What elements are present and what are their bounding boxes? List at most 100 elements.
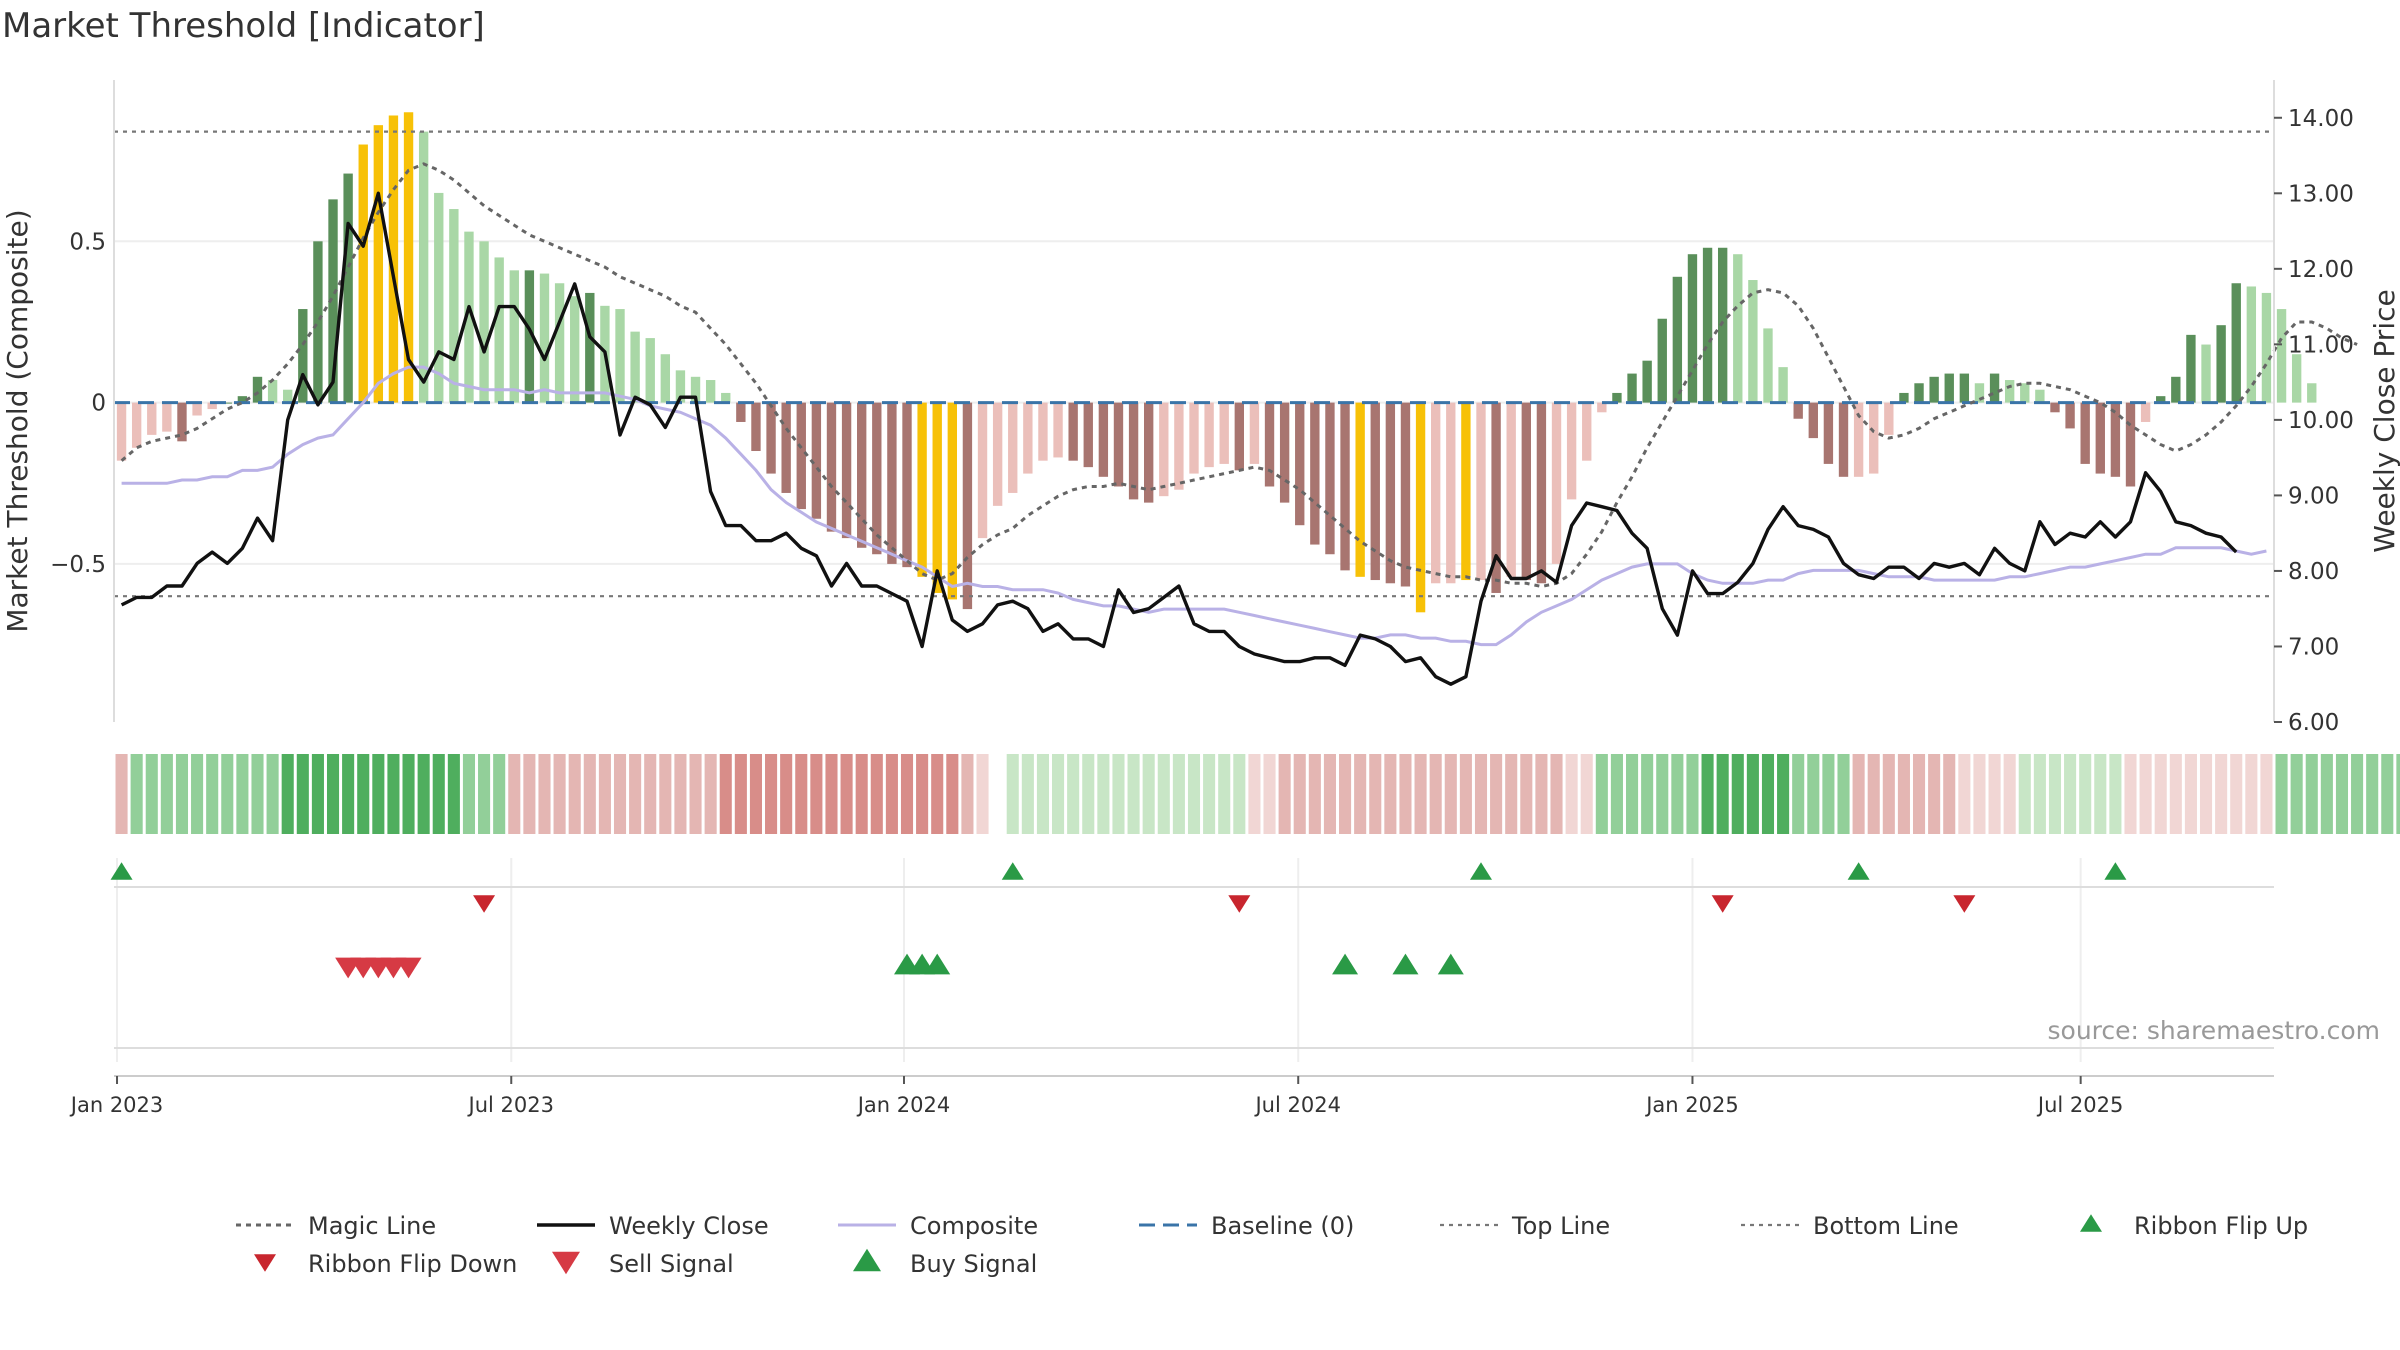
composite-bar — [1627, 373, 1637, 403]
ribbon-cell — [1988, 754, 2001, 834]
left-tick-label: −0.5 — [50, 552, 106, 578]
composite-bar — [1038, 402, 1048, 461]
ribbon-cell — [2079, 754, 2092, 834]
composite-bar — [1189, 402, 1199, 474]
buy-signal-marker — [1437, 953, 1464, 975]
ribbon-cell — [236, 754, 249, 834]
composite-bar — [554, 283, 565, 403]
ribbon-cell — [704, 754, 717, 834]
composite-bar — [1929, 376, 1939, 403]
ribbon-cell — [2275, 754, 2288, 834]
ribbon-cell — [749, 754, 762, 834]
ribbon-cell — [160, 754, 173, 834]
ribbon-cell — [1610, 754, 1623, 834]
composite-bar — [2080, 402, 2090, 464]
ribbon-cell — [2199, 754, 2213, 834]
ribbon-cell — [2366, 754, 2379, 834]
composite-bar — [585, 292, 595, 403]
ribbon-cell — [2215, 754, 2228, 834]
ribbon-cell — [780, 754, 793, 834]
legend: Magic Line Weekly Close Composite Baseline … — [236, 1212, 2308, 1278]
ribbon-cell — [145, 754, 158, 834]
ribbon-cell — [946, 754, 959, 834]
ribbon-cell — [2290, 754, 2303, 834]
composite-bar — [358, 144, 368, 403]
ribbon-cell — [1777, 754, 1790, 834]
ribbon-cell — [2139, 754, 2152, 834]
composite-line — [121, 365, 2267, 647]
legend-item: Bottom Line — [1741, 1212, 1959, 1240]
magic-line — [120, 162, 2358, 589]
ribbon-cell — [266, 754, 279, 834]
composite-bar — [1219, 402, 1229, 464]
ribbon-cell — [523, 754, 536, 834]
legend-label: Magic Line — [308, 1212, 436, 1240]
composite-bar — [2231, 283, 2241, 403]
ribbon-cell — [1867, 754, 1880, 834]
composite-bar — [1159, 402, 1169, 497]
composite-bars — [116, 112, 2317, 613]
composite-bar — [1642, 360, 1652, 403]
ribbon-flip-up-marker — [2104, 862, 2127, 880]
ribbon-cell — [1852, 754, 1865, 834]
ribbon-cell — [2048, 754, 2062, 834]
legend-label: Sell Signal — [609, 1250, 734, 1278]
composite-bar — [1733, 254, 1743, 403]
composite-bar — [690, 376, 701, 403]
composite-bar — [2307, 383, 2317, 403]
x-tick-label: Jan 2025 — [1644, 1093, 1739, 1117]
composite-bar — [131, 402, 142, 448]
ribbon-cell — [417, 754, 430, 834]
ribbon-cell — [432, 754, 445, 834]
composite-bar — [1415, 402, 1426, 613]
ribbon-cell — [689, 754, 702, 834]
ribbon-cell — [674, 754, 687, 834]
composite-bar — [1838, 402, 1849, 477]
ribbon-cell — [402, 754, 415, 834]
composite-bar — [917, 402, 927, 577]
ribbon-cell — [1595, 754, 1608, 834]
composite-bar — [1234, 402, 1244, 471]
ribbon-cell — [1157, 754, 1170, 834]
ribbon-cell — [1928, 754, 1941, 834]
composite-bar — [1989, 373, 2000, 403]
ribbon-cell — [478, 754, 491, 834]
composite-bar — [1612, 392, 1622, 403]
composite-bar — [2125, 402, 2136, 487]
ribbon-cell — [991, 754, 1004, 834]
ribbon-cell — [1082, 754, 1095, 834]
composite-bar — [675, 370, 686, 403]
ribbon-cell — [1278, 754, 1291, 834]
ribbon-cell — [1067, 754, 1080, 834]
composite-bar — [1959, 373, 1970, 403]
ribbon-cell — [1943, 754, 1956, 834]
ribbon-cell — [206, 754, 219, 834]
composite-bar — [1717, 247, 1728, 403]
composite-bar — [192, 402, 202, 416]
composite-bar — [857, 402, 867, 548]
composite-bar — [751, 402, 761, 452]
ribbon-cell — [1641, 754, 1654, 834]
ribbon-cell — [342, 754, 355, 834]
right-tick-label: 11.00 — [2288, 332, 2354, 358]
composite-bar — [1566, 402, 1577, 500]
ribbon-cell — [1882, 754, 1895, 834]
legend-swatch-buy-signal — [853, 1248, 881, 1272]
composite-bar — [1008, 402, 1018, 493]
composite-bar — [343, 173, 353, 403]
composite-bar — [1461, 402, 1471, 581]
legend-swatch-sell-signal — [552, 1251, 580, 1275]
left-axis-title: Market Threshold (Composite) — [1, 209, 34, 632]
composite-bar — [116, 402, 127, 461]
ribbon-cell — [734, 754, 747, 834]
ribbon-cell — [538, 754, 551, 834]
ribbon-cell — [2033, 754, 2046, 834]
composite-bar — [1355, 402, 1365, 577]
ribbon-cell — [1218, 754, 1231, 834]
ribbon-cell — [1565, 754, 1578, 834]
ribbon-cell — [961, 754, 974, 834]
composite-bar — [2110, 402, 2121, 477]
ribbon-cell — [2320, 754, 2333, 834]
ribbon-cell — [115, 754, 128, 834]
